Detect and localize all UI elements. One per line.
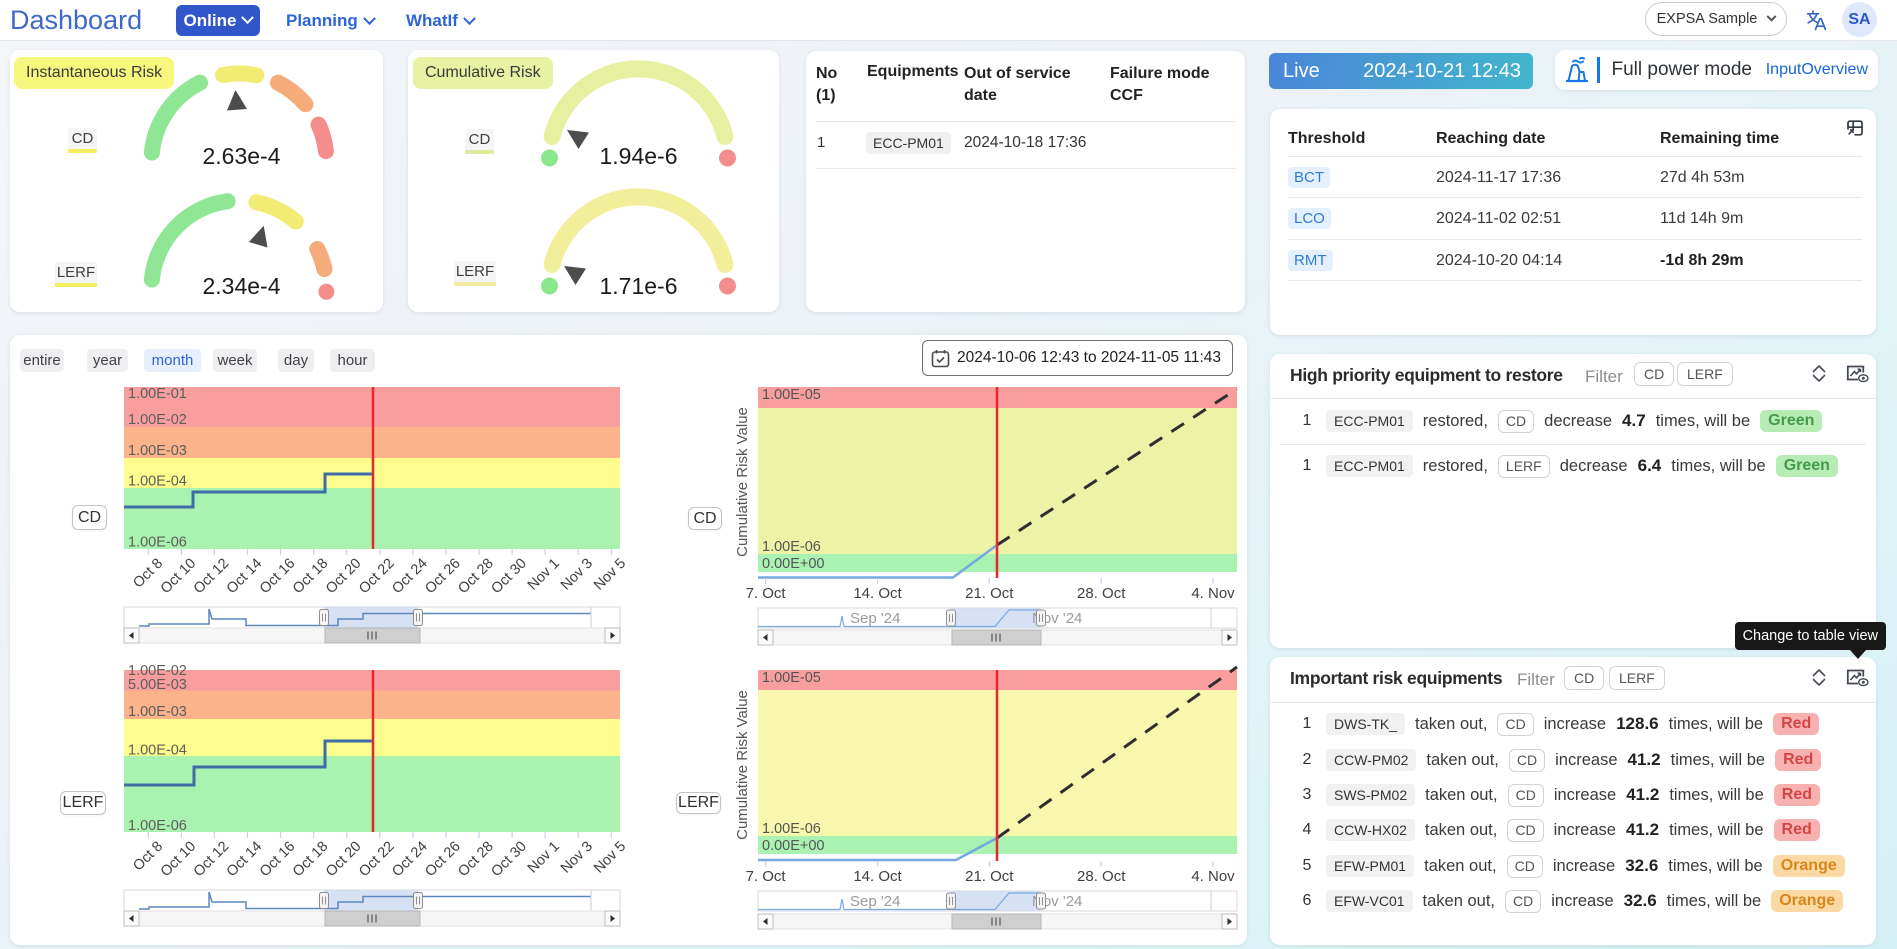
svg-text:28. Oct: 28. Oct <box>1077 585 1126 602</box>
svg-text:14. Oct: 14. Oct <box>853 585 902 602</box>
svg-text:Nov 1: Nov 1 <box>525 839 563 877</box>
svg-text:Oct 28: Oct 28 <box>455 839 497 881</box>
svg-text:4. Nov: 4. Nov <box>1191 868 1235 885</box>
svg-text:Oct 10: Oct 10 <box>158 556 200 598</box>
svg-text:Oct 22: Oct 22 <box>356 556 398 598</box>
svg-text:Oct 18: Oct 18 <box>290 556 332 598</box>
svg-text:Oct 28: Oct 28 <box>455 556 497 598</box>
svg-text:Oct 26: Oct 26 <box>422 839 464 881</box>
svg-text:Sep '24: Sep '24 <box>850 610 900 627</box>
svg-text:Nov 3: Nov 3 <box>558 839 596 877</box>
svg-text:Oct 18: Oct 18 <box>290 839 332 881</box>
svg-text:Oct 12: Oct 12 <box>191 556 233 598</box>
svg-text:1.00E-03: 1.00E-03 <box>128 443 187 459</box>
svg-text:1.00E-06: 1.00E-06 <box>762 539 821 555</box>
svg-text:0.00E+00: 0.00E+00 <box>762 556 825 572</box>
svg-text:Nov 5: Nov 5 <box>591 839 629 877</box>
svg-text:28. Oct: 28. Oct <box>1077 868 1126 885</box>
svg-text:1.00E-03: 1.00E-03 <box>128 704 187 720</box>
svg-text:Oct 16: Oct 16 <box>257 839 299 881</box>
svg-text:Sep '24: Sep '24 <box>850 893 900 910</box>
svg-text:Cumulative Risk Value: Cumulative Risk Value <box>734 690 751 840</box>
svg-text:7. Oct: 7. Oct <box>746 868 787 885</box>
svg-text:Oct 24: Oct 24 <box>389 556 431 598</box>
svg-text:Oct 30: Oct 30 <box>488 839 530 881</box>
svg-text:Oct 20: Oct 20 <box>323 839 365 881</box>
svg-text:Oct 22: Oct 22 <box>356 839 398 881</box>
svg-text:Oct 14: Oct 14 <box>224 839 266 881</box>
svg-text:Nov 5: Nov 5 <box>591 556 629 594</box>
svg-text:2.34e-4: 2.34e-4 <box>202 273 280 299</box>
svg-text:1.00E-05: 1.00E-05 <box>762 670 821 686</box>
svg-text:Oct 12: Oct 12 <box>191 839 233 881</box>
svg-text:1.00E-02: 1.00E-02 <box>128 663 187 679</box>
svg-text:0.00E+00: 0.00E+00 <box>762 838 825 854</box>
svg-text:Oct 14: Oct 14 <box>224 556 266 598</box>
svg-text:21. Oct: 21. Oct <box>965 585 1014 602</box>
svg-text:1.00E-06: 1.00E-06 <box>128 535 187 551</box>
svg-text:1.00E-04: 1.00E-04 <box>128 743 187 759</box>
svg-text:5.00E-03: 5.00E-03 <box>128 677 187 693</box>
svg-text:7. Oct: 7. Oct <box>746 585 787 602</box>
svg-text:1.00E-01: 1.00E-01 <box>128 386 187 402</box>
svg-text:14. Oct: 14. Oct <box>853 868 902 885</box>
svg-text:Nov 1: Nov 1 <box>525 556 563 594</box>
svg-text:1.94e-6: 1.94e-6 <box>599 143 677 169</box>
svg-text:Oct 10: Oct 10 <box>158 839 200 881</box>
svg-text:Cumulative Risk Value: Cumulative Risk Value <box>734 407 751 557</box>
svg-text:Oct 30: Oct 30 <box>488 556 530 598</box>
svg-text:Oct 20: Oct 20 <box>323 556 365 598</box>
svg-text:1.71e-6: 1.71e-6 <box>599 273 677 299</box>
svg-text:1.00E-04: 1.00E-04 <box>128 474 187 490</box>
svg-text:4. Nov: 4. Nov <box>1191 585 1235 602</box>
svg-text:1.00E-02: 1.00E-02 <box>128 412 187 428</box>
svg-text:21. Oct: 21. Oct <box>965 868 1014 885</box>
svg-text:Oct 26: Oct 26 <box>422 556 464 598</box>
svg-text:1.00E-05: 1.00E-05 <box>762 387 821 403</box>
svg-text:2.63e-4: 2.63e-4 <box>202 143 280 169</box>
svg-text:1.00E-06: 1.00E-06 <box>762 821 821 837</box>
svg-text:Oct 16: Oct 16 <box>257 556 299 598</box>
svg-text:Nov 3: Nov 3 <box>558 556 596 594</box>
svg-text:1.00E-06: 1.00E-06 <box>128 818 187 834</box>
svg-text:Oct 24: Oct 24 <box>389 839 431 881</box>
